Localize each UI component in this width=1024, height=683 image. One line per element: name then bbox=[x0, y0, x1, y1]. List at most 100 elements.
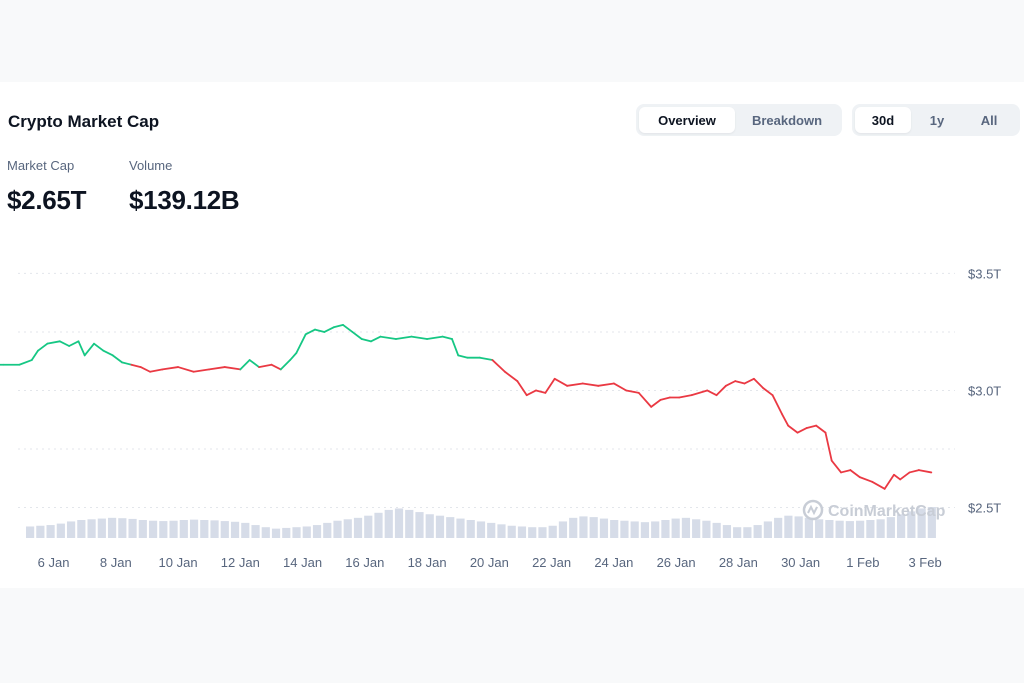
price-segment bbox=[796, 427, 808, 434]
volume-bar bbox=[107, 517, 117, 538]
volume-bar bbox=[138, 520, 147, 538]
volume-bar bbox=[856, 520, 865, 538]
volume-bar bbox=[56, 523, 65, 538]
price-segment bbox=[566, 382, 584, 387]
price-segment bbox=[491, 359, 506, 373]
price-segment bbox=[858, 476, 874, 483]
volume-bar bbox=[466, 520, 475, 538]
market-cap-chart[interactable]: CoinMarketCap $3.5T $3.0T $2.5T 6 Jan 8 Jan… bbox=[0, 82, 1024, 588]
price-segment bbox=[68, 340, 80, 347]
volume-bar bbox=[333, 520, 342, 538]
range-1y-button[interactable]: 1y bbox=[929, 112, 945, 128]
price-segment bbox=[441, 335, 453, 340]
y-tick-label: $2.5T bbox=[968, 501, 1001, 516]
volume-bar bbox=[220, 521, 229, 538]
price-segment bbox=[525, 389, 537, 397]
volume-bar bbox=[323, 522, 332, 538]
x-tick-label: 26 Jan bbox=[657, 555, 696, 570]
volume-bar bbox=[189, 519, 199, 538]
price-segment bbox=[192, 368, 211, 373]
price-segment bbox=[771, 394, 783, 415]
volume-bar bbox=[36, 525, 45, 538]
price-segment bbox=[917, 469, 933, 474]
price-segment bbox=[58, 340, 71, 347]
price-segment bbox=[102, 349, 114, 357]
volume-bar bbox=[640, 522, 650, 538]
volume-bar bbox=[251, 525, 260, 538]
price-segment bbox=[18, 359, 33, 366]
x-tick-label: 1 Feb bbox=[846, 555, 879, 570]
volume-bar bbox=[241, 522, 250, 538]
watermark-text: CoinMarketCap bbox=[828, 503, 946, 520]
tab-overview[interactable]: Overview bbox=[639, 107, 735, 133]
volume-bar bbox=[405, 509, 414, 538]
price-segment bbox=[706, 389, 718, 397]
volume-bar bbox=[87, 519, 96, 538]
market-cap-card: Crypto Market Cap Overview Breakdown 30d… bbox=[0, 82, 1024, 588]
coinmarketcap-logo-icon bbox=[802, 499, 824, 521]
price-segment bbox=[824, 431, 833, 462]
price-segment bbox=[612, 382, 628, 392]
price-segment bbox=[139, 366, 151, 373]
chart-grid bbox=[18, 272, 955, 509]
price-segment bbox=[314, 328, 326, 333]
volume-bar bbox=[128, 518, 137, 538]
x-tick-label: 22 Jan bbox=[532, 555, 571, 570]
price-segment bbox=[111, 354, 123, 364]
volume-bar bbox=[774, 517, 783, 538]
y-tick-label: $3.0T bbox=[968, 383, 1001, 398]
volume-bar bbox=[517, 526, 527, 538]
volume-bar bbox=[292, 527, 301, 538]
volume-bar bbox=[384, 509, 393, 538]
volume-bar bbox=[118, 518, 127, 538]
price-segment bbox=[715, 384, 727, 397]
volume-bar bbox=[743, 527, 752, 538]
market-cap-label: Market Cap bbox=[7, 158, 75, 173]
price-segment bbox=[83, 342, 95, 357]
volume-bar bbox=[364, 515, 373, 538]
volume-bar bbox=[661, 520, 670, 538]
price-segment bbox=[258, 363, 273, 368]
volume-bar bbox=[456, 518, 465, 538]
volume-bar bbox=[886, 517, 895, 538]
volume-bar bbox=[200, 520, 209, 538]
price-segment bbox=[893, 473, 902, 481]
price-segment bbox=[248, 359, 260, 368]
price-segment bbox=[239, 359, 251, 371]
volume-bar bbox=[927, 507, 936, 538]
volume-bar bbox=[261, 527, 270, 538]
volume-bar bbox=[415, 512, 424, 538]
volume-bar bbox=[671, 518, 680, 538]
view-toggle: Overview Breakdown bbox=[636, 104, 842, 136]
volume-bar bbox=[26, 526, 35, 538]
price-segment bbox=[323, 326, 335, 333]
range-all-button[interactable]: All bbox=[980, 112, 998, 128]
price-segment bbox=[121, 361, 133, 366]
price-segment bbox=[395, 335, 413, 340]
volume-bar bbox=[169, 520, 178, 538]
price-segment bbox=[659, 396, 671, 401]
y-tick-label: $3.5T bbox=[968, 266, 1001, 281]
price-segment bbox=[908, 469, 920, 474]
price-segment bbox=[553, 377, 569, 387]
volume-bar bbox=[620, 520, 629, 538]
price-segment bbox=[223, 366, 242, 371]
price-segment bbox=[457, 354, 469, 359]
price-segment bbox=[177, 366, 195, 373]
volume-bar bbox=[692, 519, 701, 538]
x-tick-label: 10 Jan bbox=[159, 555, 198, 570]
price-series bbox=[0, 324, 933, 490]
range-30d-button[interactable]: 30d bbox=[855, 107, 911, 133]
price-segment bbox=[208, 366, 226, 371]
volume-bar bbox=[722, 525, 732, 538]
price-segment bbox=[544, 377, 556, 394]
price-segment bbox=[734, 380, 746, 385]
volume-bar bbox=[784, 515, 793, 538]
volume-bar bbox=[282, 527, 291, 538]
volume-bar bbox=[579, 516, 588, 538]
tab-breakdown[interactable]: Breakdown bbox=[751, 112, 823, 128]
price-segment bbox=[840, 469, 852, 474]
volume-bar bbox=[148, 520, 158, 538]
price-segment bbox=[289, 352, 298, 361]
price-segment bbox=[332, 324, 344, 329]
